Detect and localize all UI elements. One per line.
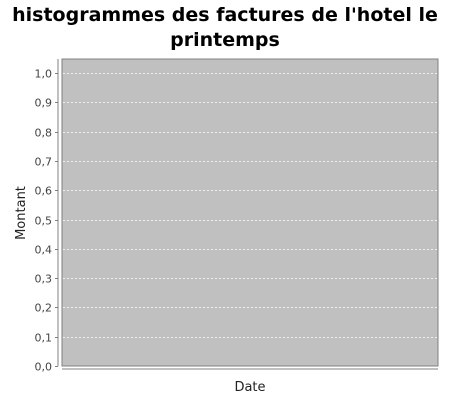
y-tick-label: 0,8 xyxy=(35,127,53,140)
chart-title: histogrammes des factures de l'hotel le … xyxy=(12,4,438,51)
y-tick-label: 0,9 xyxy=(35,97,53,110)
y-tick-label: 0,3 xyxy=(35,273,53,286)
y-axis: 0,0 0,1 0,2 0,3 0,4 0,5 0,6 0,7 0,8 0,9 1,0 xyxy=(35,59,59,374)
y-tick-label: 0,2 xyxy=(35,302,53,315)
y-tick-label: 0,4 xyxy=(35,244,53,257)
x-axis-label: Date xyxy=(234,380,265,395)
plot-area xyxy=(61,58,439,367)
y-tick-label: 0,1 xyxy=(35,332,53,345)
y-tick-label: 0,6 xyxy=(35,185,53,198)
y-axis-label: Montant xyxy=(14,186,29,240)
y-tick-label: 1,0 xyxy=(35,68,53,81)
y-tick-label: 0,0 xyxy=(35,361,53,374)
y-tick-label: 0,7 xyxy=(35,156,53,169)
y-tick-label: 0,5 xyxy=(35,215,53,228)
